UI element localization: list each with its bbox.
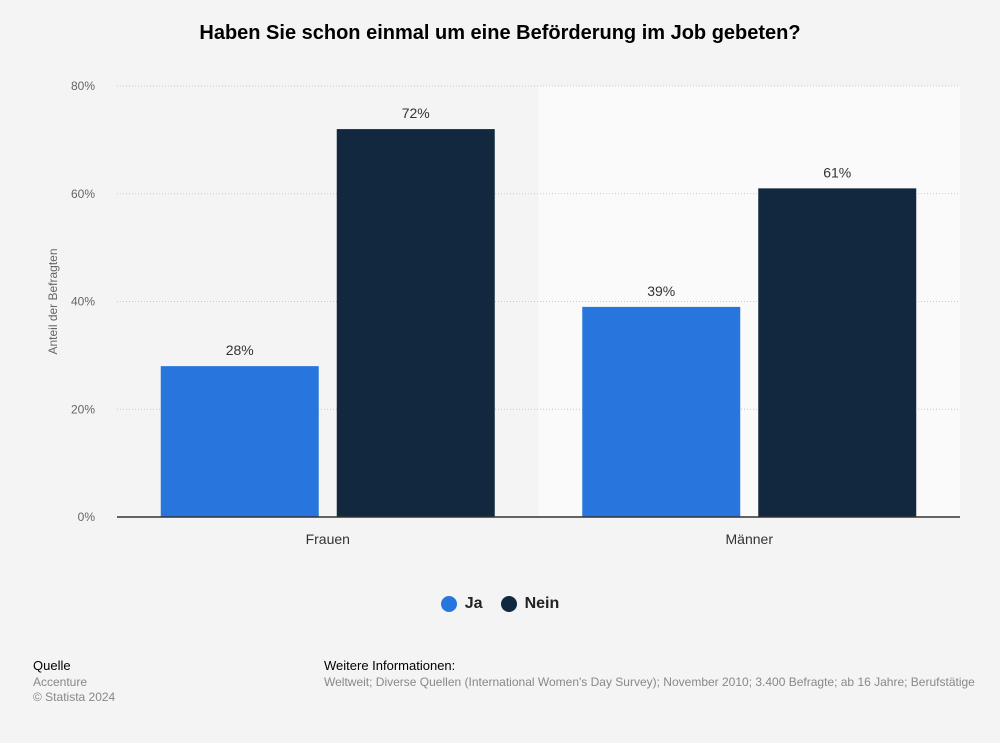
y-tick-label: 20% — [71, 402, 95, 416]
y-tick-label: 80% — [71, 79, 95, 93]
data-label: 61% — [823, 164, 851, 180]
y-axis-label: Anteil der Befragten — [46, 248, 60, 354]
legend: Ja Nein — [0, 595, 1000, 613]
data-label: 72% — [402, 105, 430, 121]
x-tick-label: Männer — [726, 531, 774, 547]
info-heading: Weitere Informationen: — [324, 658, 456, 673]
y-tick-label: 0% — [78, 510, 96, 524]
bar-ja-männer — [582, 306, 741, 517]
copyright: © Statista 2024 — [33, 690, 116, 704]
source-heading: Quelle — [33, 658, 71, 673]
y-tick-label: 60% — [71, 187, 95, 201]
data-label: 39% — [647, 283, 675, 299]
chart-title: Haben Sie schon einmal um eine Beförderu… — [199, 22, 801, 44]
legend-item-nein[interactable]: Nein — [500, 595, 560, 613]
bar-nein-männer — [758, 188, 917, 518]
legend-label-nein: Nein — [524, 595, 560, 612]
source-name[interactable]: Accenture — [33, 675, 88, 689]
legend-label-ja: Ja — [464, 595, 483, 612]
x-tick-label: Frauen — [306, 531, 350, 547]
bar-nein-frauen — [336, 129, 495, 517]
info-text: Weltweit; Diverse Quellen (International… — [324, 675, 975, 689]
data-label: 28% — [226, 342, 254, 358]
bar-chart: 0% 20% 40% 60% 80% Anteil der Befragten 28% 72%… — [46, 79, 960, 547]
info-block: Weitere Informationen: Weltweit; Diverse… — [324, 658, 1000, 690]
source-block: Quelle Accenture © Statista 2024 — [33, 658, 115, 705]
legend-item-ja[interactable]: Ja — [440, 595, 483, 613]
y-tick-label: 40% — [71, 295, 95, 309]
bar-ja-frauen — [160, 366, 319, 517]
legend-marker-nein — [500, 596, 517, 612]
legend-marker-ja — [440, 596, 457, 612]
